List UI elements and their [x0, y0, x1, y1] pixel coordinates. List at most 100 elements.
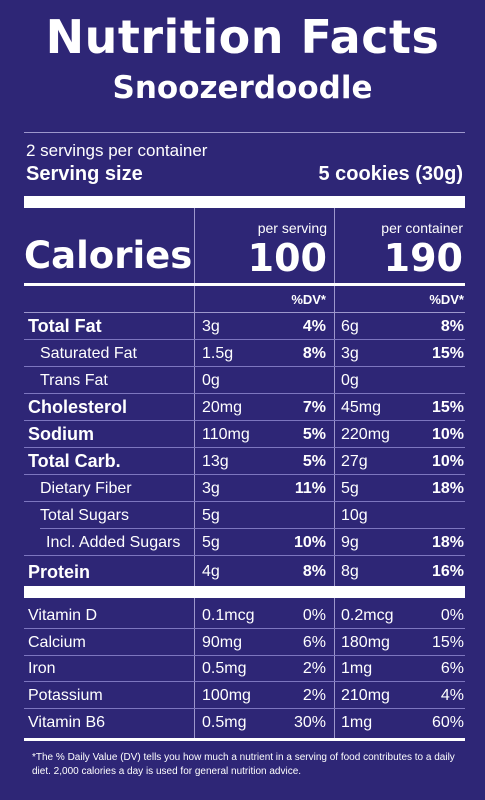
amount-per-serving: 90mg — [202, 634, 243, 651]
amount-per-serving: 3g — [202, 480, 220, 497]
column-divider — [194, 598, 195, 738]
amount-per-container: 9g — [341, 534, 359, 551]
row-divider — [24, 447, 465, 448]
amount-per-container: 45mg — [341, 399, 382, 416]
calories-per-container: 190 — [383, 236, 463, 280]
vitamin-row-potassium: Potassium 100mg 2% 210mg 4% — [0, 683, 485, 709]
amount-per-container: 180mg — [341, 634, 390, 651]
per-serving-label: per serving — [257, 220, 327, 236]
amount-per-container: 1mg — [341, 660, 373, 677]
amount-per-serving: 0.1mcg — [202, 607, 255, 624]
vitamin-row-iron: Iron 0.5mg 2% 1mg 6% — [0, 656, 485, 682]
row-divider — [24, 708, 465, 709]
amount-per-serving: 4g — [202, 563, 220, 580]
dv-header-container: %DV* — [429, 292, 464, 307]
amount-per-container: 0.2mcg — [341, 607, 394, 624]
per-container-label: per container — [381, 220, 463, 236]
amount-per-container: 3g — [341, 345, 359, 362]
medium-divider — [24, 283, 465, 286]
row-divider — [24, 681, 465, 682]
nutrient-row-protein: Protein 4g 8% 8g 16% — [0, 557, 485, 586]
column-divider — [334, 208, 335, 286]
dv-per-serving: 11% — [294, 480, 326, 497]
amount-per-serving: 5g — [202, 507, 220, 524]
amount-per-serving: 20mg — [202, 399, 243, 416]
dv-per-serving: 8% — [302, 345, 326, 362]
amount-per-serving: 0.5mg — [202, 660, 247, 677]
vitamin-row-vitamin-d: Vitamin D 0.1mcg 0% 0.2mcg 0% — [0, 603, 485, 629]
dv-per-serving: 8% — [302, 563, 326, 580]
dv-per-container: 18% — [431, 480, 464, 497]
amount-per-container: 6g — [341, 318, 359, 335]
dv-per-serving: 30% — [293, 714, 326, 731]
amount-per-container: 1mg — [341, 714, 373, 731]
amount-per-serving: 100mg — [202, 687, 251, 704]
nutrient-name: Cholesterol — [28, 397, 128, 417]
dv-per-container: 8% — [440, 318, 464, 335]
amount-per-container: 220mg — [341, 426, 390, 443]
dv-per-container: 6% — [440, 660, 464, 677]
vitamin-name: Calcium — [28, 634, 86, 651]
vitamin-name: Vitamin B6 — [28, 714, 106, 731]
row-divider — [24, 628, 465, 629]
dv-header-serving: %DV* — [291, 292, 326, 307]
nutrient-row-saturated-fat: Saturated Fat 1.5g 8% 3g 15% — [0, 341, 485, 367]
dv-per-serving: 5% — [302, 426, 326, 443]
dv-per-container: 15% — [431, 399, 464, 416]
vitamin-row-calcium: Calcium 90mg 6% 180mg 15% — [0, 630, 485, 656]
column-divider — [334, 286, 335, 586]
vitamin-name: Potassium — [28, 687, 103, 704]
nutrient-name: Dietary Fiber — [40, 480, 132, 497]
column-divider — [194, 208, 195, 286]
amount-per-container: 0g — [341, 372, 359, 389]
amount-per-container: 10g — [341, 507, 368, 524]
amount-per-serving: 5g — [202, 534, 220, 551]
row-divider — [40, 528, 465, 529]
calories-per-serving: 100 — [247, 236, 327, 280]
dv-per-container: 4% — [440, 687, 464, 704]
thick-divider — [24, 196, 465, 208]
vitamin-name: Vitamin D — [28, 607, 98, 624]
vitamin-row-vitamin-b6: Vitamin B6 0.5mg 30% 1mg 60% — [0, 710, 485, 736]
row-divider — [24, 366, 465, 367]
dv-per-container: 18% — [431, 534, 464, 551]
dv-per-serving: 0% — [302, 607, 326, 624]
dv-per-serving: 6% — [302, 634, 326, 651]
amount-per-serving: 1.5g — [202, 345, 234, 362]
nutrient-row-cholesterol: Cholesterol 20mg 7% 45mg 15% — [0, 395, 485, 421]
row-divider — [24, 555, 465, 556]
nutrient-row-total-sugars: Total Sugars 5g 10g — [0, 503, 485, 529]
thick-divider — [24, 586, 465, 598]
row-divider — [24, 474, 465, 475]
row-divider — [24, 393, 465, 394]
row-divider — [24, 655, 465, 656]
nutrient-row-total-carb: Total Carb. 13g 5% 27g 10% — [0, 449, 485, 475]
dv-per-serving: 5% — [302, 453, 326, 470]
nutrient-name: Sodium — [28, 424, 94, 444]
nutrient-name: Total Sugars — [40, 507, 129, 524]
nutrient-row-dietary-fiber: Dietary Fiber 3g 11% 5g 18% — [0, 476, 485, 502]
servings-per-container: 2 servings per container — [26, 141, 208, 160]
dv-per-container: 0% — [440, 607, 464, 624]
dv-per-serving: 2% — [302, 660, 326, 677]
dv-per-serving: 2% — [302, 687, 326, 704]
nutrient-name: Protein — [28, 562, 91, 582]
amount-per-serving: 0.5mg — [202, 714, 247, 731]
divider — [24, 132, 465, 133]
medium-divider — [24, 738, 465, 741]
dv-per-serving: 4% — [302, 318, 326, 335]
vitamin-name: Iron — [28, 660, 56, 677]
dv-per-serving: 7% — [302, 399, 326, 416]
amount-per-container: 5g — [341, 480, 359, 497]
column-divider — [194, 286, 195, 586]
product-name: Snoozerdoodle — [112, 70, 373, 106]
nutrient-name: Incl. Added Sugars — [46, 534, 181, 551]
amount-per-container: 210mg — [341, 687, 390, 704]
amount-per-serving: 110mg — [202, 426, 250, 443]
nutrient-row-total-fat: Total Fat 3g 4% 6g 8% — [0, 314, 485, 340]
nutrient-row-trans-fat: Trans Fat 0g 0g — [0, 368, 485, 394]
column-divider — [334, 598, 335, 738]
dv-per-container: 10% — [431, 426, 464, 443]
amount-per-container: 8g — [341, 563, 359, 580]
